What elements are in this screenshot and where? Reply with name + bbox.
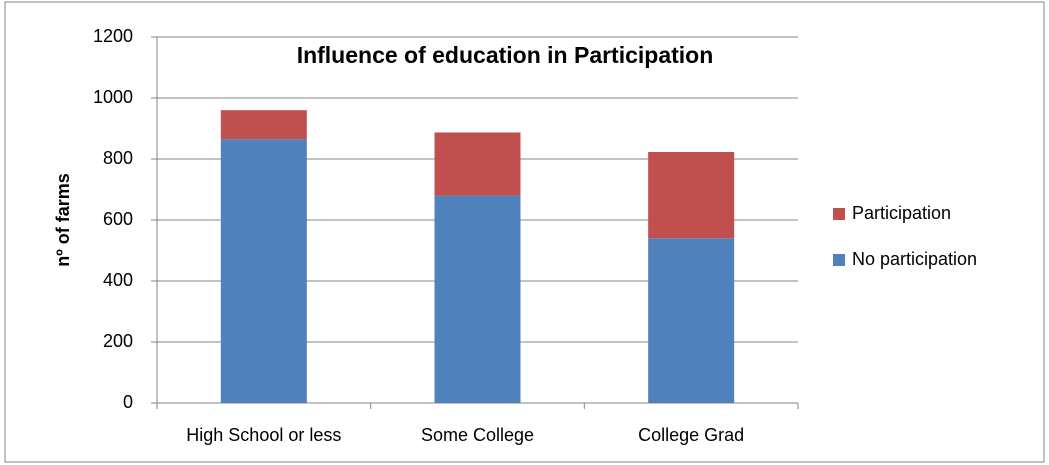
bar-segment <box>648 151 735 239</box>
chart-border <box>4 1 1045 463</box>
x-tick-label: Some College <box>421 425 534 445</box>
bar-segment <box>648 238 735 403</box>
y-axis-label: nº of farms <box>53 173 73 267</box>
x-tick-label: College Grad <box>638 425 744 445</box>
bar-segment <box>220 139 307 404</box>
y-tick-label: 0 <box>123 392 133 412</box>
chart-title: Influence of education in Participation <box>297 42 714 68</box>
bar-segment <box>220 110 307 140</box>
bar-segment <box>434 132 521 196</box>
x-tick-label: High School or less <box>186 425 341 445</box>
legend-swatch <box>833 208 845 220</box>
y-tick-label: 400 <box>103 270 133 290</box>
y-tick-label: 800 <box>103 148 133 168</box>
legend-label: No participation <box>852 249 977 269</box>
y-tick-label: 200 <box>103 331 133 351</box>
legend-swatch <box>833 254 845 266</box>
legend-label: Participation <box>852 203 951 223</box>
y-tick-label: 1000 <box>93 87 133 107</box>
y-tick-label: 600 <box>103 209 133 229</box>
y-tick-label: 1200 <box>93 26 133 46</box>
bar-segment <box>434 195 521 403</box>
